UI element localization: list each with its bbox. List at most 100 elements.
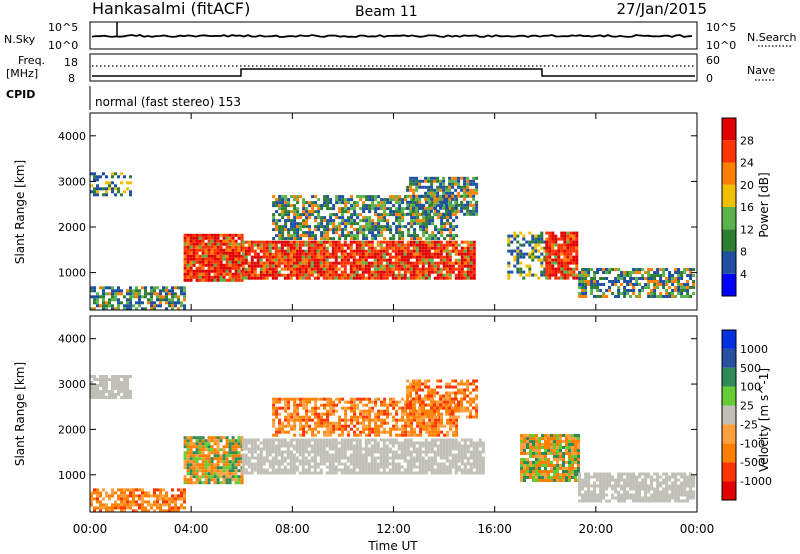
scatter-cell bbox=[334, 471, 338, 475]
scatter-cell bbox=[548, 249, 552, 253]
scatter-cell bbox=[412, 261, 416, 265]
scatter-cell bbox=[385, 465, 389, 469]
scatter-cell bbox=[301, 450, 305, 454]
scatter-cell bbox=[231, 239, 235, 243]
scatter-cell bbox=[421, 194, 425, 198]
scatter-cell bbox=[383, 412, 387, 416]
scatter-cell bbox=[403, 276, 407, 280]
scatter-cell bbox=[99, 295, 102, 299]
scatter-cell bbox=[298, 462, 302, 466]
scatter-cell bbox=[153, 301, 156, 305]
scatter-cell bbox=[547, 461, 550, 464]
scatter-cell bbox=[380, 234, 384, 238]
scatter-cell bbox=[147, 292, 150, 296]
scatter-cell bbox=[418, 459, 422, 463]
scatter-cell bbox=[334, 468, 338, 472]
scatter-cell bbox=[192, 248, 196, 252]
scatter-cell bbox=[286, 261, 290, 265]
scatter-cell bbox=[401, 219, 405, 223]
scatter-cell bbox=[183, 439, 187, 443]
scatter-cell bbox=[310, 264, 314, 268]
scatter-cell bbox=[442, 206, 446, 210]
scatter-cell bbox=[216, 278, 220, 282]
scatter-cell bbox=[674, 286, 678, 289]
scatter-cell bbox=[225, 260, 229, 264]
scatter-cell bbox=[341, 397, 345, 401]
scatter-cell bbox=[431, 433, 435, 437]
scatter-cell bbox=[439, 188, 443, 192]
scatter-cell bbox=[668, 280, 672, 283]
scatter-cell bbox=[528, 255, 532, 259]
scatter-cell bbox=[219, 272, 223, 276]
scatter-cell bbox=[326, 231, 330, 235]
scatter-cell bbox=[440, 412, 444, 416]
scatter-cell bbox=[526, 467, 529, 470]
scatter-cell bbox=[526, 458, 529, 461]
scatter-cell bbox=[337, 462, 341, 466]
scatter-cell bbox=[234, 463, 238, 467]
scatter-cell bbox=[250, 264, 254, 268]
scatter-cell bbox=[436, 273, 440, 277]
scatter-cell bbox=[368, 222, 372, 226]
scatter-cell bbox=[316, 450, 320, 454]
scatter-cell bbox=[244, 270, 248, 274]
scatter-cell bbox=[452, 430, 456, 434]
scatter-cell bbox=[307, 468, 311, 472]
scatter-cell bbox=[418, 185, 422, 189]
scatter-cell bbox=[566, 234, 570, 238]
scatter-cell bbox=[347, 424, 351, 428]
scatter-cell bbox=[359, 397, 363, 401]
scatter-cell bbox=[356, 213, 360, 217]
scatter-cell bbox=[412, 471, 416, 475]
scatter-cell bbox=[418, 388, 422, 392]
scatter-cell bbox=[356, 234, 360, 238]
scatter-cell bbox=[398, 216, 402, 220]
scatter-cell bbox=[241, 246, 245, 250]
scatter-cell bbox=[308, 201, 312, 205]
scatter-cell bbox=[572, 237, 576, 241]
scatter-cell bbox=[436, 212, 440, 216]
scatter-cell bbox=[379, 450, 383, 454]
scatter-cell bbox=[298, 249, 302, 253]
scatter-cell bbox=[445, 444, 449, 448]
scatter-cell bbox=[566, 261, 570, 265]
scatter-cell bbox=[331, 240, 335, 244]
scatter-cell bbox=[388, 270, 392, 274]
scatter-cell bbox=[228, 257, 232, 261]
scatter-cell bbox=[192, 251, 196, 255]
scatter-cell bbox=[337, 249, 341, 253]
scatter-cell bbox=[520, 437, 523, 440]
scatter-cell bbox=[126, 301, 129, 305]
scatter-cell bbox=[355, 471, 359, 475]
scatter-cell bbox=[449, 415, 453, 419]
scatter-cell bbox=[331, 438, 335, 442]
scatter-cell bbox=[463, 471, 467, 475]
scatter-cell bbox=[171, 298, 174, 302]
scatter-cell bbox=[413, 237, 417, 241]
scatter-cell bbox=[284, 219, 288, 223]
scatter-cell bbox=[481, 471, 485, 475]
scatter-cell bbox=[311, 231, 315, 235]
scatter-cell bbox=[460, 459, 464, 463]
scatter-cell bbox=[448, 459, 452, 463]
scatter-cell bbox=[326, 225, 330, 229]
scatter-cell bbox=[183, 251, 187, 255]
scatter-cell bbox=[275, 430, 279, 434]
power-ylabel: Slant Range [km] bbox=[13, 160, 27, 264]
scatter-cell bbox=[326, 421, 330, 425]
scatter-cell bbox=[287, 418, 291, 422]
scatter-cell bbox=[452, 433, 456, 437]
scatter-cell bbox=[253, 276, 257, 280]
scatter-cell bbox=[382, 267, 386, 271]
scatter-cell bbox=[559, 476, 562, 479]
scatter-cell bbox=[314, 210, 318, 214]
scatter-cell bbox=[337, 261, 341, 265]
scatter-cell bbox=[213, 248, 217, 252]
scatter-cell bbox=[241, 240, 245, 244]
scatter-cell bbox=[358, 264, 362, 268]
scatter-cell bbox=[272, 424, 276, 428]
scatter-cell bbox=[349, 438, 353, 442]
scatter-cell bbox=[553, 479, 556, 482]
scatter-cell bbox=[259, 447, 263, 451]
scatter-cell bbox=[559, 434, 562, 437]
